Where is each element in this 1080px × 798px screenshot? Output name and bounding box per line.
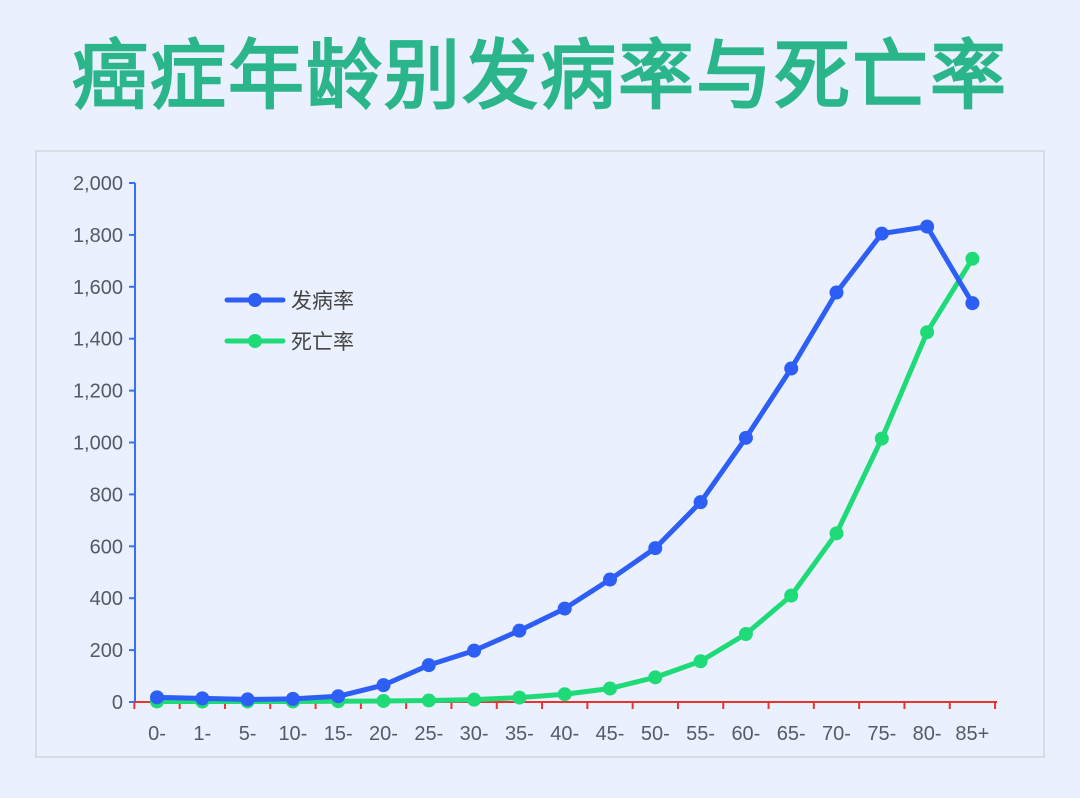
x-tick-label: 0- bbox=[148, 723, 166, 745]
x-tick-label: 35- bbox=[505, 723, 534, 745]
data-point bbox=[920, 325, 935, 340]
y-tick-label: 600 bbox=[90, 536, 123, 558]
x-tick-label: 40- bbox=[550, 723, 579, 745]
x-tick-label: 70- bbox=[822, 723, 851, 745]
data-point bbox=[965, 296, 980, 311]
data-point bbox=[150, 690, 164, 705]
legend-label: 死亡率 bbox=[291, 330, 354, 354]
chart-panel: 0 200 400 600 800 1,000 1,200 1,400 1,600 1,800 2,… bbox=[35, 150, 1045, 758]
data-point bbox=[920, 219, 935, 234]
y-tick-label: 200 bbox=[90, 640, 123, 662]
data-point bbox=[376, 678, 391, 693]
x-tick-label: 50- bbox=[641, 723, 670, 745]
data-point bbox=[603, 572, 617, 587]
data-point bbox=[331, 689, 346, 704]
page-title: 癌症年龄别发病率与死亡率 bbox=[72, 31, 1008, 120]
legend-item-mortality: 死亡率 bbox=[224, 330, 354, 354]
legend-swatch-dot bbox=[248, 334, 262, 348]
data-point bbox=[693, 654, 708, 669]
x-tick-label: 75- bbox=[867, 723, 896, 745]
series-line bbox=[154, 256, 975, 704]
x-tick-label: 65- bbox=[777, 723, 806, 745]
data-point bbox=[467, 692, 482, 707]
y-tick-label: 1,000 bbox=[73, 433, 123, 455]
y-tick-label: 1,600 bbox=[73, 277, 123, 299]
legend-swatch-dot bbox=[248, 293, 262, 307]
data-point bbox=[467, 643, 482, 658]
data-point bbox=[648, 541, 663, 556]
data-point bbox=[512, 690, 527, 705]
data-point bbox=[784, 588, 799, 603]
legend-label: 发病率 bbox=[291, 289, 354, 313]
y-tick-label: 1,200 bbox=[73, 381, 123, 403]
data-point bbox=[603, 681, 617, 696]
data-point bbox=[874, 431, 889, 446]
data-point bbox=[648, 670, 663, 685]
x-tick-label: 5- bbox=[239, 723, 257, 745]
data-point bbox=[829, 285, 844, 300]
x-tick-label: 15- bbox=[324, 723, 353, 745]
x-tick-label: 60- bbox=[731, 723, 760, 745]
data-point bbox=[874, 226, 889, 241]
data-point bbox=[240, 692, 255, 707]
x-tick-label: 45- bbox=[596, 723, 625, 745]
series-group bbox=[150, 219, 980, 709]
data-point bbox=[784, 361, 799, 376]
data-point bbox=[512, 623, 527, 638]
data-point bbox=[285, 691, 300, 706]
x-tick-label: 30- bbox=[460, 723, 489, 745]
y-tick-label: 0 bbox=[112, 692, 123, 714]
data-point bbox=[829, 526, 844, 541]
data-point bbox=[376, 693, 391, 708]
y-tick-label: 800 bbox=[90, 484, 123, 506]
y-tick-label: 1,400 bbox=[73, 329, 123, 351]
data-point bbox=[421, 693, 436, 708]
x-tick-label: 80- bbox=[913, 723, 942, 745]
x-tick-label: 20- bbox=[369, 723, 398, 745]
y-axis: 0 200 400 600 800 1,000 1,200 1,400 1,600 1,800 2,… bbox=[73, 173, 136, 714]
x-tick-label: 25- bbox=[414, 723, 443, 745]
data-point bbox=[693, 495, 708, 510]
data-point bbox=[421, 658, 436, 673]
x-tick-label: 85+ bbox=[955, 723, 989, 745]
series-mortality bbox=[150, 251, 980, 709]
y-tick-label: 400 bbox=[90, 588, 123, 610]
data-point bbox=[965, 251, 980, 266]
data-point bbox=[557, 687, 572, 702]
data-point bbox=[557, 601, 572, 616]
series-incidence bbox=[150, 219, 980, 707]
y-tick-label: 2,000 bbox=[73, 173, 123, 195]
x-tick-label: 1- bbox=[193, 723, 211, 745]
y-tick-label: 1,800 bbox=[73, 225, 123, 247]
data-point bbox=[738, 627, 753, 642]
x-axis: 0- 1- 5- 10- 15- 20- 25- 30- 35- 40- 45- 50- 55- 60- 6… bbox=[133, 701, 997, 745]
data-point bbox=[195, 691, 210, 706]
data-point bbox=[738, 430, 753, 445]
x-tick-label: 55- bbox=[686, 723, 715, 745]
legend-item-incidence: 发病率 bbox=[224, 289, 354, 313]
line-chart: 0 200 400 600 800 1,000 1,200 1,400 1,600 1,800 2,… bbox=[73, 173, 997, 745]
x-tick-label: 10- bbox=[278, 723, 307, 745]
